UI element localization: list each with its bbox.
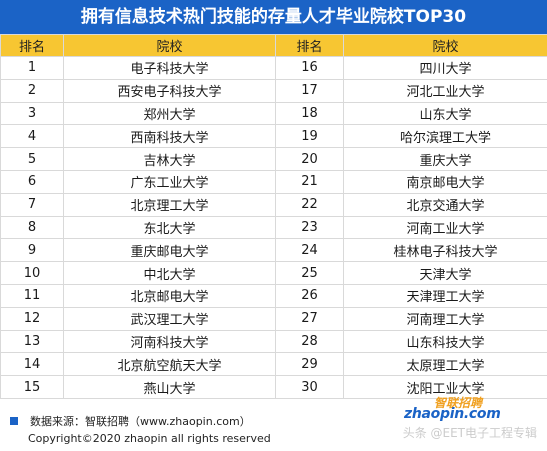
rank-cell: 19 — [275, 124, 344, 149]
rank-cell: 25 — [275, 261, 344, 285]
rank-cell: 22 — [275, 192, 344, 217]
school-cell: 北京邮电大学 — [63, 283, 276, 308]
rank-cell: 15 — [0, 375, 64, 399]
school-cell: 山东大学 — [343, 101, 547, 126]
school-cell: 西南科技大学 — [63, 124, 276, 149]
school-header: 院校 — [63, 34, 276, 57]
school-cell: 天津理工大学 — [343, 283, 547, 308]
school-cell: 山东科技大学 — [343, 329, 547, 354]
logo-en-text: zhaopin.com — [404, 406, 501, 422]
table-row: 2 西安电子科技大学 17 河北工业大学 — [0, 78, 547, 103]
school-cell: 河南理工大学 — [343, 306, 547, 331]
school-cell: 重庆邮电大学 — [63, 238, 276, 263]
watermark: 头条 @EET电子工程专辑 — [402, 426, 537, 440]
page-title: 拥有信息技术热门技能的存量人才毕业院校TOP30 — [0, 0, 547, 34]
school-cell: 北京交通大学 — [343, 192, 547, 217]
rank-cell: 8 — [0, 215, 64, 240]
rank-cell: 24 — [275, 238, 344, 263]
table-row: 14 北京航空航天大学 29 太原理工大学 — [0, 352, 547, 377]
rank-cell: 12 — [0, 306, 64, 331]
rank-cell: 7 — [0, 192, 64, 217]
school-cell: 哈尔滨理工大学 — [343, 124, 547, 149]
school-cell: 燕山大学 — [63, 375, 276, 399]
table-header-row: 排名 院校 排名 院校 — [0, 34, 547, 57]
rank-cell: 27 — [275, 306, 344, 331]
school-cell: 东北大学 — [63, 215, 276, 240]
bullet-square-icon — [10, 417, 18, 425]
rank-cell: 20 — [275, 147, 344, 171]
school-cell: 南京邮电大学 — [343, 169, 547, 194]
table-row: 6 广东工业大学 21 南京邮电大学 — [0, 169, 547, 194]
rank-cell: 21 — [275, 169, 344, 194]
table-row: 9 重庆邮电大学 24 桂林电子科技大学 — [0, 238, 547, 263]
school-cell: 太原理工大学 — [343, 352, 547, 377]
school-cell: 河北工业大学 — [343, 78, 547, 103]
table-row: 5 吉林大学 20 重庆大学 — [0, 147, 547, 171]
logo-cn-text: 智联招聘 — [433, 396, 482, 410]
school-cell: 四川大学 — [343, 56, 547, 80]
table-body: 1 电子科技大学 16 四川大学 2 西安电子科技大学 17 河北工业大学 3 郑州大学 18 山东大… — [0, 56, 547, 399]
rank-cell: 9 — [0, 238, 64, 263]
table-row: 13 河南科技大学 28 山东科技大学 — [0, 329, 547, 354]
data-source: 数据来源：智联招聘（www.zhaopin.com） — [10, 413, 251, 429]
school-cell: 中北大学 — [63, 261, 276, 285]
rank-cell: 5 — [0, 147, 64, 171]
ranking-table: 排名 院校 排名 院校 1 电子科技大学 16 四川大学 2 西安电子科技大学 17 河北工业… — [0, 34, 547, 399]
school-cell: 广东工业大学 — [63, 169, 276, 194]
rank-cell: 14 — [0, 352, 64, 377]
rank-cell: 28 — [275, 329, 344, 354]
rank-cell: 2 — [0, 78, 64, 103]
rank-cell: 23 — [275, 215, 344, 240]
school-cell: 西安电子科技大学 — [63, 78, 276, 103]
table-row: 15 燕山大学 30 沈阳工业大学 — [0, 375, 547, 399]
school-cell: 重庆大学 — [343, 147, 547, 171]
rank-cell: 11 — [0, 283, 64, 308]
rank-cell: 4 — [0, 124, 64, 149]
school-cell: 桂林电子科技大学 — [343, 238, 547, 263]
table-row: 10 中北大学 25 天津大学 — [0, 261, 547, 285]
table-row: 3 郑州大学 18 山东大学 — [0, 101, 547, 126]
school-cell: 北京航空航天大学 — [63, 352, 276, 377]
school-cell: 北京理工大学 — [63, 192, 276, 217]
school-cell: 吉林大学 — [63, 147, 276, 171]
table-row: 4 西南科技大学 19 哈尔滨理工大学 — [0, 124, 547, 149]
school-cell: 郑州大学 — [63, 101, 276, 126]
rank-header: 排名 — [0, 34, 64, 57]
zhaopin-logo: 智联招聘 zhaopin.com — [404, 394, 501, 424]
table-row: 11 北京邮电大学 26 天津理工大学 — [0, 283, 547, 308]
rank-cell: 6 — [0, 169, 64, 194]
table-row: 8 东北大学 23 河南工业大学 — [0, 215, 547, 240]
rank-header: 排名 — [275, 34, 344, 57]
rank-cell: 3 — [0, 101, 64, 126]
rank-cell: 29 — [275, 352, 344, 377]
school-cell: 河南工业大学 — [343, 215, 547, 240]
school-cell: 武汉理工大学 — [63, 306, 276, 331]
rank-cell: 17 — [275, 78, 344, 103]
rank-cell: 13 — [0, 329, 64, 354]
school-cell: 河南科技大学 — [63, 329, 276, 354]
table-row: 12 武汉理工大学 27 河南理工大学 — [0, 306, 547, 331]
school-cell: 沈阳工业大学 — [343, 375, 547, 399]
rank-cell: 16 — [275, 56, 344, 80]
school-cell: 电子科技大学 — [63, 56, 276, 80]
source-text: 数据来源：智联招聘（www.zhaopin.com） — [30, 415, 251, 428]
copyright-text: Copyright©2020 zhaopin all rights reserv… — [28, 432, 271, 445]
school-cell: 天津大学 — [343, 261, 547, 285]
school-header: 院校 — [343, 34, 547, 57]
rank-cell: 26 — [275, 283, 344, 308]
rank-cell: 1 — [0, 56, 64, 80]
rank-cell: 10 — [0, 261, 64, 285]
rank-cell: 30 — [275, 375, 344, 399]
rank-cell: 18 — [275, 101, 344, 126]
table-row: 7 北京理工大学 22 北京交通大学 — [0, 192, 547, 217]
table-row: 1 电子科技大学 16 四川大学 — [0, 56, 547, 80]
